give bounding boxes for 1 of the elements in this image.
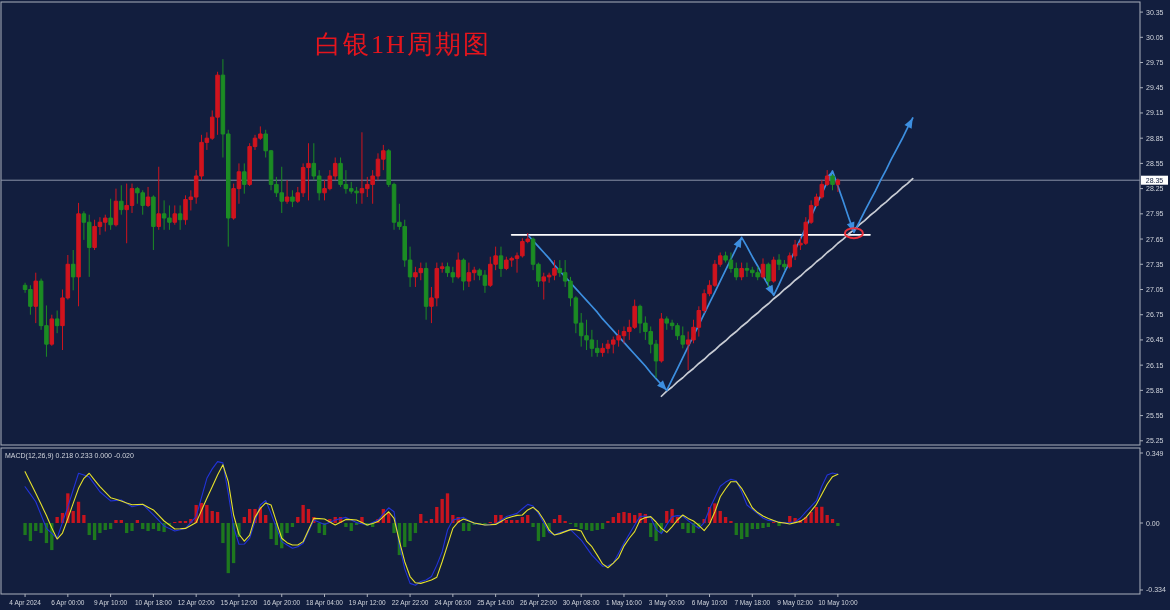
text: 白银1H周期图 [315, 30, 491, 59]
